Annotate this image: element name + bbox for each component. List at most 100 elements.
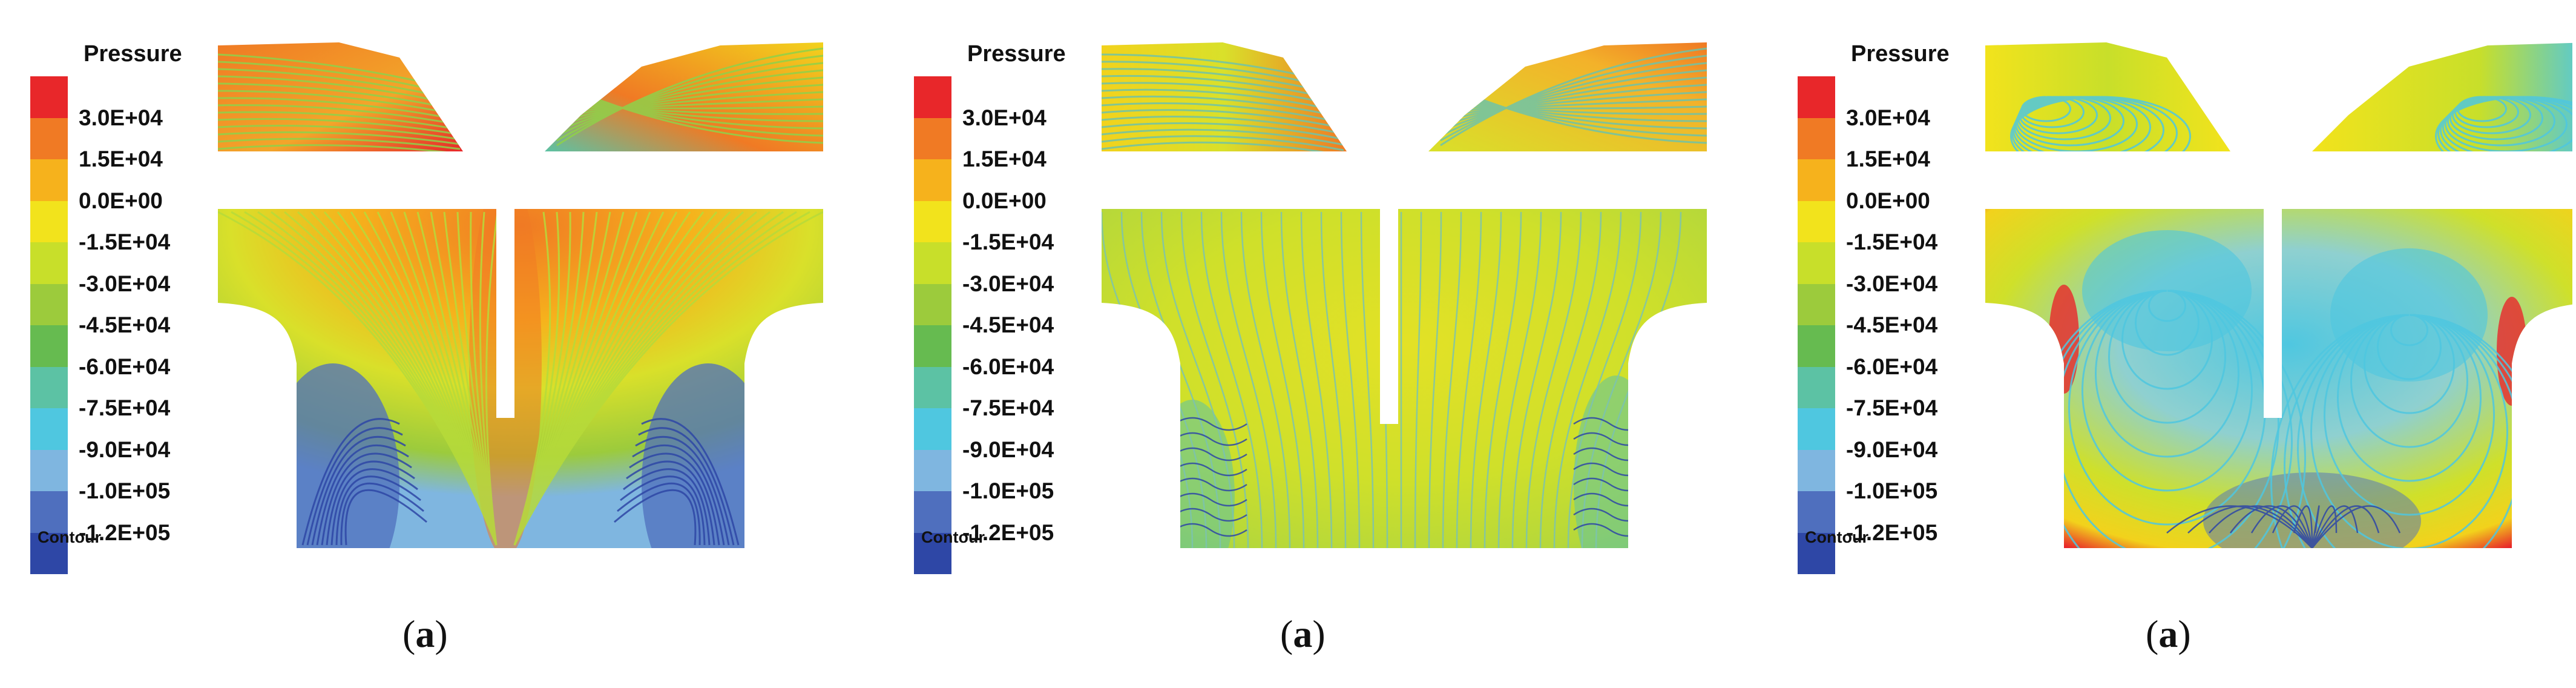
streamline xyxy=(1581,211,1662,548)
streamline xyxy=(1102,82,1344,108)
streamline xyxy=(1174,523,1247,537)
streamline xyxy=(1102,116,1344,135)
legend-3: Pressure 3.0E+04 1.5E+04 0.0E+00 -1.5E+04 -3.… xyxy=(1798,0,2040,574)
streamline xyxy=(620,475,706,546)
legend-swatch xyxy=(30,532,68,574)
legend-tick-label: 1.5E+04 xyxy=(1846,147,1930,171)
legend-tick-label: -3.0E+04 xyxy=(1846,271,1938,296)
legend-tick-label: -1.2E+05 xyxy=(79,520,171,545)
streamline xyxy=(1240,211,1291,548)
legend-swatch xyxy=(914,366,951,408)
legend-2: Pressure 3.0E+04 1.5E+04 0.0E+00 -1.5E+04 -3.… xyxy=(914,0,1156,574)
streamline xyxy=(2012,96,2164,151)
streamline xyxy=(1456,211,1482,548)
panel-1: Pressure 3.0E+04 1.5E+04 0.0E+00 -1.5E+04 -3.… xyxy=(30,0,853,688)
streamline xyxy=(340,482,424,546)
streamline xyxy=(1174,477,1247,492)
streamline xyxy=(556,69,823,132)
streamline xyxy=(485,211,499,546)
streamline xyxy=(2390,314,2428,346)
streamline xyxy=(311,435,406,546)
streamline xyxy=(1174,508,1247,522)
streamline xyxy=(2148,289,2186,322)
streamline xyxy=(2272,505,2313,548)
streamline xyxy=(626,460,715,546)
legend-swatch xyxy=(1798,200,1835,242)
legend-tick-label: -7.5E+04 xyxy=(79,395,171,420)
legend-swatch xyxy=(1798,366,1835,408)
legend-swatch xyxy=(30,366,68,408)
legend-swatch xyxy=(1798,408,1835,450)
streamline xyxy=(218,117,461,136)
panel-2: Pressure 3.0E+04 1.5E+04 0.0E+00 -1.5E+04 -3.… xyxy=(914,0,1737,688)
streamline xyxy=(1102,88,1344,113)
streamline xyxy=(1174,492,1247,507)
streamline xyxy=(316,445,409,546)
legend-tick-label: 0.0E+00 xyxy=(962,188,1046,213)
legend-tick-label: -4.5E+04 xyxy=(962,313,1054,337)
legend-tick-label: -6.0E+04 xyxy=(79,354,171,379)
legend-swatch xyxy=(30,200,68,242)
legend-footer: Contour xyxy=(921,528,985,546)
streamline xyxy=(2250,505,2313,548)
caption-1: (a) xyxy=(402,612,448,655)
legend-tick-label: -4.5E+04 xyxy=(79,313,171,337)
streamline xyxy=(2311,505,2359,548)
streamline xyxy=(556,47,823,147)
streamline xyxy=(1260,211,1305,548)
streamline xyxy=(1102,122,1344,141)
streamline xyxy=(1553,211,1622,548)
streamline xyxy=(1102,135,1344,151)
streamline xyxy=(2095,289,2239,458)
caption-label-1: a xyxy=(415,612,435,655)
legend-tick-label: -7.5E+04 xyxy=(1846,395,1938,420)
streamline xyxy=(443,211,498,546)
streamline xyxy=(2055,289,2279,548)
legend-tick-label: -1.5E+04 xyxy=(962,230,1054,254)
legend-title: Pressure xyxy=(1851,41,1950,67)
legend-swatch xyxy=(914,532,951,574)
legend-tick-label: -3.0E+04 xyxy=(962,271,1054,296)
panel-3: Pressure 3.0E+04 1.5E+04 0.0E+00 -1.5E+04 -3.… xyxy=(1798,0,2572,688)
caption-label-2: a xyxy=(1293,612,1313,655)
streamline xyxy=(1414,211,1422,548)
streamline xyxy=(1567,211,1642,548)
legend-1: Pressure 3.0E+04 1.5E+04 0.0E+00 -1.5E+04 -3.… xyxy=(30,0,272,574)
streamline xyxy=(1442,211,1462,548)
streamline xyxy=(470,211,498,546)
streamline xyxy=(306,427,403,546)
streamline xyxy=(218,90,461,116)
streamline xyxy=(1174,417,1247,431)
streamline xyxy=(2014,96,2151,151)
streamline xyxy=(1102,102,1344,124)
streamline xyxy=(2011,96,2178,151)
streamline xyxy=(1340,211,1361,548)
streamline xyxy=(218,144,461,151)
streamline xyxy=(1440,55,1707,142)
streamline xyxy=(617,482,701,546)
lower-channel-region xyxy=(1102,209,1707,548)
legend-tick-label: -1.2E+05 xyxy=(1846,520,1938,545)
legend-swatch xyxy=(1798,325,1835,367)
streamline xyxy=(416,211,498,546)
legend-swatch xyxy=(30,242,68,284)
streamline xyxy=(556,91,823,117)
legend-tick-label: -1.0E+05 xyxy=(962,478,1054,503)
streamline xyxy=(2135,289,2200,356)
flow-field-2 xyxy=(1102,42,1707,548)
streamline xyxy=(1200,211,1263,548)
streamline xyxy=(2311,505,2380,548)
streamline xyxy=(2312,505,2401,548)
streamline xyxy=(641,418,740,546)
streamline xyxy=(330,468,418,546)
legend-tick-label: 0.0E+00 xyxy=(1846,188,1930,213)
streamline xyxy=(218,125,461,141)
streamline xyxy=(1220,211,1277,548)
streamline xyxy=(2016,96,2124,147)
streamline xyxy=(218,97,461,121)
legend-tick-label: 3.0E+04 xyxy=(79,105,163,130)
legend-tick-label: -6.0E+04 xyxy=(962,354,1054,379)
streamline xyxy=(1440,47,1707,147)
legend-tick-label: 3.0E+04 xyxy=(1846,105,1930,130)
upper-right-region xyxy=(545,42,823,151)
